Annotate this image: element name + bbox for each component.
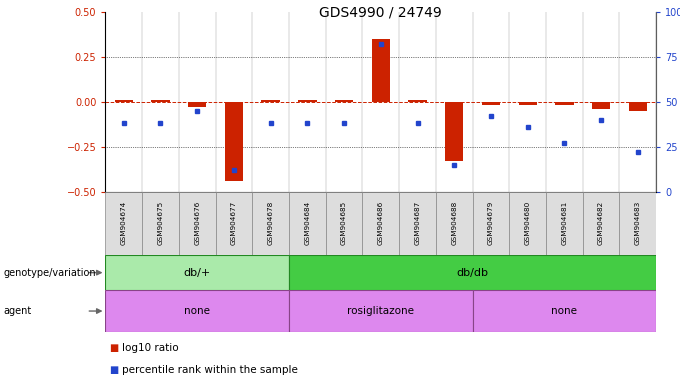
Text: percentile rank within the sample: percentile rank within the sample [122, 365, 299, 375]
Text: GSM904675: GSM904675 [158, 200, 163, 245]
Text: rosiglitazone: rosiglitazone [347, 306, 414, 316]
Bar [481, 102, 500, 105]
Bar [289, 192, 326, 255]
Text: none: none [551, 306, 577, 316]
Text: agent: agent [3, 306, 32, 316]
Bar [445, 102, 464, 161]
Text: GSM904682: GSM904682 [598, 200, 604, 245]
Bar [555, 102, 574, 105]
Bar [509, 192, 546, 255]
Bar [105, 192, 142, 255]
Bar [628, 102, 647, 111]
Bar [188, 102, 207, 107]
Text: GSM904676: GSM904676 [194, 200, 200, 245]
Text: GSM904687: GSM904687 [415, 200, 420, 245]
Text: GSM904679: GSM904679 [488, 200, 494, 245]
Bar [583, 192, 619, 255]
Text: GSM904685: GSM904685 [341, 200, 347, 245]
Bar [473, 192, 509, 255]
Text: GSM904684: GSM904684 [305, 200, 310, 245]
Bar [546, 192, 583, 255]
Bar [362, 192, 399, 255]
Text: GSM904686: GSM904686 [378, 200, 384, 245]
Bar [179, 192, 216, 255]
Text: GSM904681: GSM904681 [562, 200, 567, 245]
Text: ■: ■ [109, 343, 118, 353]
Bar [399, 192, 436, 255]
Bar [114, 100, 133, 102]
Bar [298, 100, 317, 102]
Text: GSM904674: GSM904674 [121, 200, 126, 245]
Bar [335, 100, 354, 102]
Bar [151, 100, 170, 102]
Bar [518, 102, 537, 105]
Text: GDS4990 / 24749: GDS4990 / 24749 [320, 6, 442, 20]
Text: GSM904683: GSM904683 [635, 200, 641, 245]
Bar [436, 192, 473, 255]
Bar [216, 192, 252, 255]
Text: GSM904680: GSM904680 [525, 200, 530, 245]
Bar [371, 39, 390, 102]
Bar [592, 102, 611, 109]
Bar [619, 192, 656, 255]
Bar [261, 100, 280, 102]
Text: GSM904688: GSM904688 [452, 200, 457, 245]
Bar [289, 290, 473, 332]
Bar [289, 255, 656, 290]
Bar [326, 192, 362, 255]
Text: db/db: db/db [456, 268, 489, 278]
Bar [252, 192, 289, 255]
Text: log10 ratio: log10 ratio [122, 343, 179, 353]
Bar [224, 102, 243, 181]
Bar [408, 100, 427, 102]
Text: ■: ■ [109, 365, 118, 375]
Bar [105, 290, 289, 332]
Bar [473, 290, 656, 332]
Bar [142, 192, 179, 255]
Text: GSM904678: GSM904678 [268, 200, 273, 245]
Text: none: none [184, 306, 210, 316]
Text: genotype/variation: genotype/variation [3, 268, 96, 278]
Bar [105, 255, 289, 290]
Text: GSM904677: GSM904677 [231, 200, 237, 245]
Text: db/+: db/+ [184, 268, 211, 278]
